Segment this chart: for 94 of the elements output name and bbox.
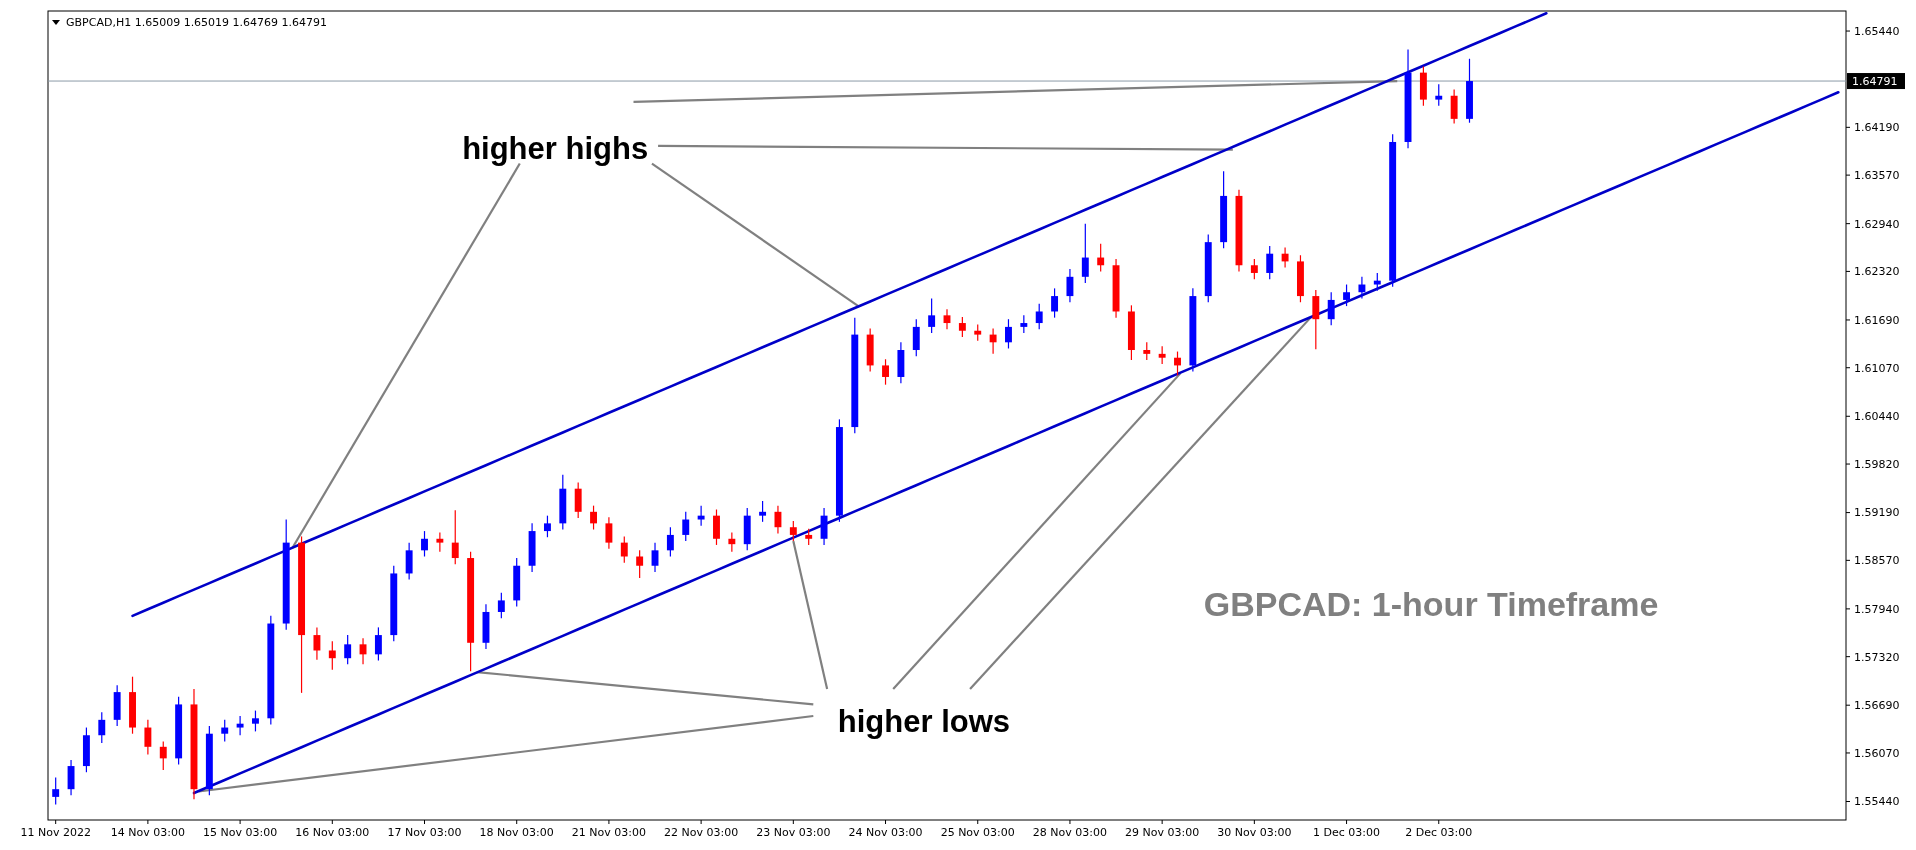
candlestick: [713, 508, 720, 546]
candlestick: [574, 481, 582, 519]
candlestick: [1005, 318, 1012, 350]
candlestick: [405, 542, 413, 581]
y-tick-label: 1.65440: [1854, 24, 1900, 38]
candlestick: [943, 308, 951, 330]
candlestick: [1281, 246, 1289, 269]
text: GBPCAD,H1 1.65009 1.65019 1.64769 1.64791: [66, 16, 328, 29]
candlestick: [1358, 276, 1366, 299]
candlestick: [789, 520, 797, 542]
candlestick: [1066, 268, 1074, 303]
x-tick-label: 23 Nov 03:00: [756, 826, 831, 839]
candlestick: [605, 516, 613, 550]
x-tick-label: 24 Nov 03:00: [848, 826, 923, 839]
candlestick: [682, 511, 690, 542]
candlestick: [1174, 350, 1181, 377]
candlestick: [252, 709, 259, 732]
candlestick: [313, 626, 321, 661]
x-tick-label: 14 Nov 03:00: [110, 826, 185, 839]
y-tick-label: 1.56690: [1854, 699, 1900, 713]
candlestick: [958, 316, 966, 338]
x-tick-label: 29 Nov 03:00: [1125, 826, 1200, 839]
y-tick-label: 1.59190: [1854, 506, 1900, 520]
x-tick-label: 15 Nov 03:00: [203, 826, 278, 839]
candlestick: [421, 530, 428, 558]
candlestick: [1435, 83, 1443, 107]
y-tick-label: 1.62940: [1854, 217, 1900, 231]
annotation: higher lows: [837, 704, 1011, 740]
candlestick: [989, 327, 997, 355]
candlestick: [67, 759, 75, 796]
x-tick-label: 2 Dec 03:00: [1405, 826, 1473, 839]
candlestick: [1035, 303, 1043, 330]
candlestick: [666, 526, 674, 558]
candlestick: [1081, 223, 1089, 284]
x-tick-label: 21 Nov 03:00: [571, 826, 646, 839]
annotation: higher highs: [462, 130, 649, 166]
x-tick-label: 25 Nov 03:00: [940, 826, 1015, 839]
candlestick: [912, 318, 920, 357]
x-tick-label: 16 Nov 03:00: [295, 826, 370, 839]
candlestick: [159, 740, 167, 771]
candlestick: [98, 711, 106, 744]
x-tick-label: 28 Nov 03:00: [1032, 826, 1108, 839]
candlestick: [1266, 245, 1274, 280]
y-tick-label: 1.59820: [1854, 457, 1900, 471]
candlestick: [344, 634, 352, 665]
candlestick: [374, 626, 382, 662]
candlestick: [620, 535, 628, 564]
y-tick-label: 1.61070: [1854, 361, 1900, 375]
candlestick: [221, 719, 229, 743]
y-tick-label: 1.60440: [1854, 410, 1900, 424]
x-tick-label: 17 Nov 03:00: [387, 826, 462, 839]
y-tick-label: 1.57940: [1854, 602, 1900, 616]
y-tick-label: 1.55440: [1854, 795, 1900, 809]
candlestick: [1051, 287, 1059, 319]
y-tick-label: 1.62320: [1854, 265, 1900, 279]
candlestick: [774, 505, 782, 534]
candlestick: [1250, 258, 1258, 280]
x-tick-label: 30 Nov 03:00: [1217, 826, 1292, 839]
y-tick-label: 1.56070: [1854, 746, 1900, 760]
candlestick: [590, 505, 597, 531]
candlestick: [52, 777, 60, 806]
y-tick-label: 1.64190: [1854, 121, 1900, 135]
candlestick: [1450, 88, 1458, 125]
annotation: GBPCAD: 1-hour Timeframe: [1203, 585, 1659, 624]
candlestick: [928, 297, 936, 334]
candlestick: [651, 542, 659, 573]
candlestick: [882, 358, 889, 386]
candlestick: [759, 500, 767, 523]
x-tick-label: 22 Nov 03:00: [664, 826, 739, 839]
candlestick: [1097, 243, 1105, 273]
candlestick: [543, 515, 551, 538]
line-series: [192, 90, 1840, 795]
y-tick-label: 1.58570: [1854, 554, 1900, 568]
candlestick: [1158, 345, 1166, 365]
x-tick-label: 1 Dec 03:00: [1313, 826, 1381, 839]
y-tick-label: 1.63570: [1854, 168, 1900, 182]
candlestick: [497, 592, 505, 619]
candlestick: [436, 532, 444, 553]
candlestick: [636, 549, 644, 579]
candlestick: [451, 509, 459, 565]
candlestick: [697, 505, 705, 527]
y-tick-label: 1.57320: [1854, 650, 1900, 664]
y-tick-label: 1.61690: [1854, 313, 1900, 327]
x-tick-label: 18 Nov 03:00: [479, 826, 554, 839]
candlestick: [728, 532, 736, 553]
candlestick: [144, 719, 152, 756]
x-tick-label: 11 Nov 2022: [20, 826, 91, 839]
candlestick: [1327, 291, 1335, 326]
candlestick: [328, 640, 336, 671]
candlestick: [1312, 289, 1320, 350]
candlestick: [820, 507, 828, 546]
ref-line-label: 1.64791: [1852, 74, 1898, 88]
candlestick: [1343, 283, 1351, 307]
candlestick: [236, 715, 244, 736]
